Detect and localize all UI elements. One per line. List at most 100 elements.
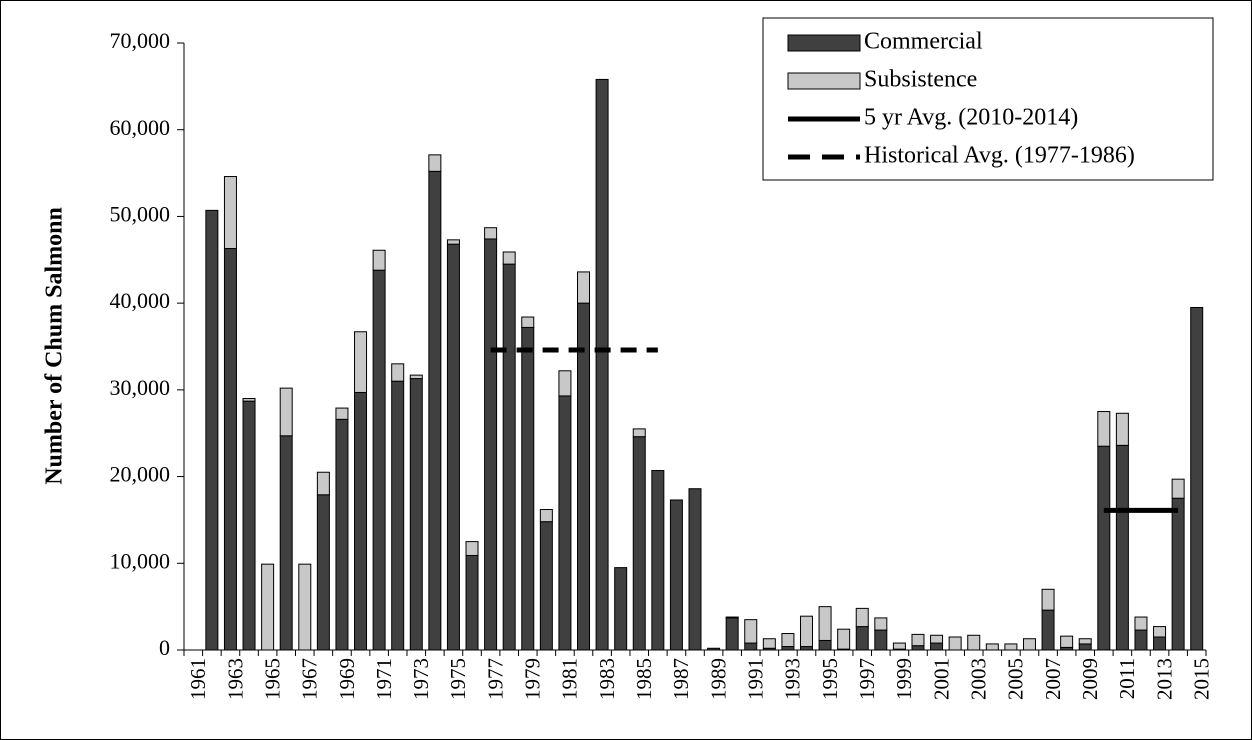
x-tick-label: 1999	[892, 658, 916, 700]
bar-segment	[725, 616, 739, 619]
bar-segment	[354, 331, 368, 393]
bar-segment	[539, 509, 553, 523]
bar-segment	[465, 554, 479, 651]
x-tick-label: 1985	[632, 658, 656, 700]
bar-segment	[354, 391, 368, 651]
x-tick-label: 2011	[1115, 658, 1139, 699]
bar-segment	[372, 249, 386, 271]
bar-segment	[577, 302, 591, 651]
y-tick-label: 0	[159, 635, 170, 660]
bar-segment	[1115, 412, 1129, 446]
bar-segment	[1115, 444, 1129, 651]
bar-segment	[985, 643, 999, 651]
legend-swatch	[787, 34, 861, 52]
bar-segment	[1097, 411, 1111, 447]
bar-segment	[465, 541, 479, 556]
bar-segment	[316, 471, 330, 496]
bar-segment	[1060, 635, 1074, 648]
y-tick-label: 40,000	[110, 288, 171, 313]
bar-segment	[205, 209, 219, 651]
x-tick-label: 2003	[967, 658, 991, 700]
y-axis-label: Number of Chum Salmonn	[42, 207, 68, 485]
x-tick-label: 1975	[446, 658, 470, 700]
x-tick-label: 1981	[558, 658, 582, 700]
bar-segment	[874, 617, 888, 631]
y-tick-label: 20,000	[110, 462, 171, 487]
bar-segment	[391, 380, 405, 651]
x-tick-label: 1997	[855, 658, 879, 700]
x-tick-label: 1983	[595, 658, 619, 700]
bar-segment	[1153, 626, 1167, 638]
legend-swatch	[787, 72, 861, 90]
x-tick-label: 1995	[818, 658, 842, 700]
legend-label: Commercial	[864, 29, 983, 55]
bar-segment	[725, 617, 739, 651]
bar-segment	[744, 619, 758, 644]
bar-segment	[632, 436, 646, 651]
bar-segment	[409, 374, 423, 380]
bar-segment	[577, 271, 591, 304]
x-tick-label: 2009	[1078, 658, 1102, 700]
bar-segment	[1004, 643, 1018, 651]
bar-segment	[558, 370, 572, 397]
x-tick-label: 1977	[483, 658, 507, 700]
x-tick-label: 2013	[1152, 658, 1176, 700]
bar-segment	[911, 633, 925, 647]
bar-segment	[279, 435, 293, 651]
x-tick-label: 1965	[260, 658, 284, 700]
bar-segment	[279, 387, 293, 437]
bar-segment	[1153, 636, 1167, 651]
x-tick-label: 1979	[521, 658, 545, 700]
bar-segment	[930, 634, 944, 644]
bar-segment	[1041, 609, 1055, 651]
bar-segment	[409, 378, 423, 651]
bar-segment	[1134, 629, 1148, 651]
bar-segment	[688, 488, 702, 651]
bar-segment	[1097, 445, 1111, 651]
x-tick-label: 1991	[744, 658, 768, 700]
y-tick-label: 70,000	[110, 28, 171, 53]
bar-segment	[818, 606, 832, 641]
bar-segment	[837, 628, 851, 650]
bar-segment	[446, 243, 460, 651]
bar-segment	[744, 642, 758, 651]
bar-segment	[335, 418, 349, 651]
bar-segment	[261, 563, 275, 651]
y-tick-label: 50,000	[110, 201, 171, 226]
bar-segment	[1171, 478, 1185, 499]
bar-segment	[855, 626, 869, 651]
y-tick-label: 10,000	[110, 548, 171, 573]
x-tick-label: 1973	[409, 658, 433, 700]
legend-label: Historical Avg. (1977-1986)	[864, 143, 1135, 169]
bar-segment	[521, 326, 535, 651]
bar-segment	[762, 638, 776, 649]
bar-segment	[1134, 616, 1148, 631]
bar-segment	[1041, 588, 1055, 611]
bar-segment	[781, 646, 795, 651]
y-tick-label: 60,000	[110, 115, 171, 140]
bar-segment	[223, 176, 237, 250]
bar-segment	[484, 238, 498, 651]
bar-segment	[484, 227, 498, 240]
bar-segment	[930, 642, 944, 651]
bar-segment	[874, 629, 888, 651]
bar-segment	[316, 494, 330, 651]
bar-segment	[446, 239, 460, 245]
bar-segment	[669, 499, 683, 651]
bar-segment	[967, 634, 981, 651]
x-tick-label: 1963	[223, 658, 247, 700]
x-tick-label: 1961	[186, 658, 210, 700]
x-tick-label: 2005	[1004, 658, 1028, 700]
bar-segment	[948, 636, 962, 651]
bar-segment	[502, 263, 516, 651]
y-tick-label: 30,000	[110, 375, 171, 400]
bar-segment	[298, 563, 312, 651]
bar-segment	[428, 154, 442, 172]
bar-segment	[1022, 638, 1036, 651]
bar-segment	[242, 400, 256, 651]
bar-segment	[781, 633, 795, 648]
bar-segment	[1078, 643, 1092, 651]
bar-segment	[521, 316, 535, 328]
bar-segment	[372, 269, 386, 651]
